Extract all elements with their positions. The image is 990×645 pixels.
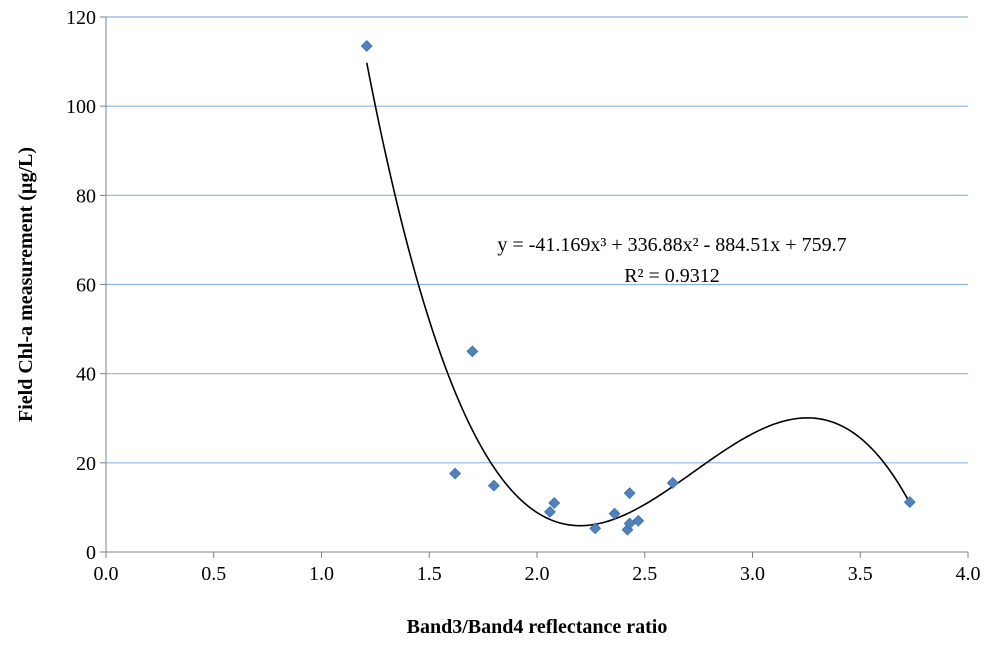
data-point	[632, 514, 645, 527]
x-tick-label: 1.0	[309, 563, 334, 585]
x-tick-label: 3.5	[848, 563, 873, 585]
data-point	[623, 487, 636, 500]
data-point	[903, 496, 916, 508]
x-tick-label: 4.0	[956, 563, 981, 585]
x-tick-label: 2.5	[632, 563, 657, 585]
trendline	[365, 62, 911, 527]
trendline-equation: y = -41.169x³ + 336.88x² - 884.51x + 759…	[497, 234, 846, 256]
x-axis-title: Band3/Band4 reflectance ratio	[407, 616, 668, 638]
data-point	[589, 522, 602, 535]
gridlines	[106, 16, 968, 464]
y-tick-label: 0	[86, 542, 96, 564]
y-tick-label: 80	[76, 185, 96, 207]
y-tick-label: 100	[66, 96, 96, 118]
data-point	[449, 467, 462, 480]
data-point	[360, 40, 373, 52]
x-tick-label: 0.0	[94, 563, 119, 585]
data-points	[360, 40, 916, 536]
y-axis-title: Field Chl-a measurement (µg/L)	[15, 147, 37, 422]
y-tick-label: 20	[76, 453, 96, 475]
x-tick-label: 1.5	[417, 563, 442, 585]
data-point	[666, 476, 679, 489]
y-tick-label: 40	[76, 364, 96, 386]
y-tick-label: 60	[76, 275, 96, 297]
x-tick-label: 0.5	[201, 563, 226, 585]
data-point	[487, 479, 500, 492]
y-tick-label: 120	[66, 7, 96, 29]
data-point	[548, 497, 561, 509]
trendline-r-squared: R² = 0.9312	[624, 265, 720, 287]
data-point	[466, 345, 479, 358]
tick-labels: 0 20 40 60 80 100 120 0.0 0.5 1.0 1.5 2.0 2.5 3.0 3.5 4…	[66, 7, 981, 585]
data-point	[608, 507, 621, 520]
x-tick-label: 3.0	[740, 563, 765, 585]
data-point	[544, 505, 556, 518]
x-tick-label: 2.0	[525, 563, 550, 585]
